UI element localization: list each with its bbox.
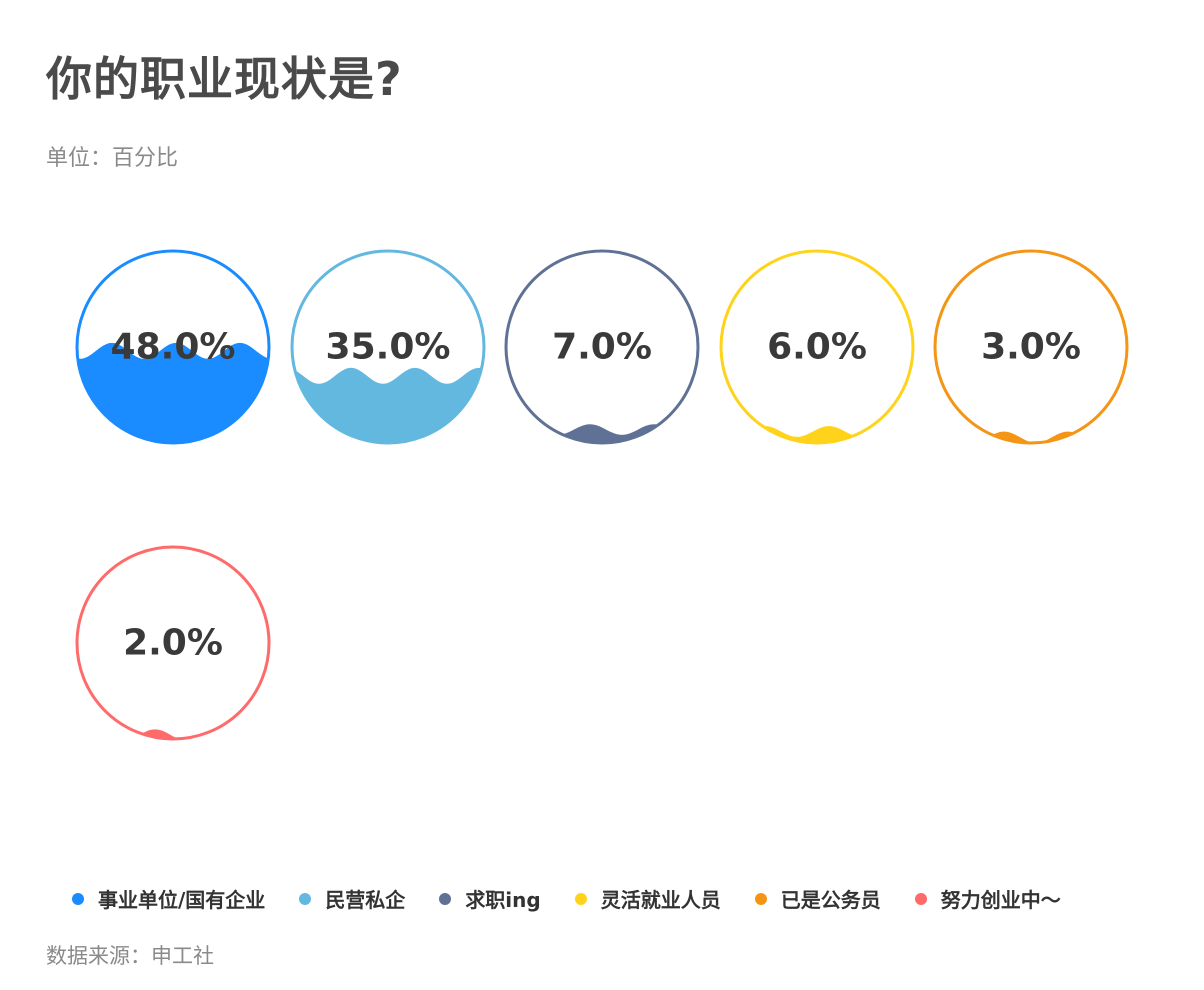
legend-dot-icon <box>914 892 927 905</box>
legend-item[interactable]: 事业单位/国有企业 <box>72 884 265 913</box>
gauge-ring <box>719 249 915 445</box>
chart-title: 你的职业现状是? <box>46 52 403 106</box>
value-label: 3.0% <box>981 327 1081 368</box>
gauge-ring <box>290 249 486 445</box>
legend-label: 努力创业中～ <box>940 888 1061 912</box>
legend-item[interactable]: 已是公务员 <box>754 884 881 913</box>
liquid-gauge: 3.0% <box>933 249 1129 445</box>
legend-label: 已是公务员 <box>780 888 881 912</box>
legend-item[interactable]: 求职ing <box>439 884 541 913</box>
value-label: 2.0% <box>123 623 223 664</box>
chart-legend: 事业单位/国有企业 民营私企 求职ing 灵活就业人员 已是公务员 努力创业中～ <box>72 884 1095 913</box>
value-label: 35.0% <box>326 327 451 368</box>
gauge-ring <box>75 545 271 741</box>
legend-label: 灵活就业人员 <box>600 888 721 912</box>
liquid-gauge: 6.0% <box>719 249 915 445</box>
value-label: 7.0% <box>552 327 652 368</box>
legend-dot-icon <box>72 892 84 905</box>
legend-dot-icon <box>754 892 767 905</box>
liquid-fill <box>293 367 483 442</box>
data-source: 数据来源：申工社 <box>46 944 214 968</box>
value-label: 48.0% <box>111 327 236 368</box>
legend-dot-icon <box>439 892 452 905</box>
legend-item[interactable]: 灵活就业人员 <box>574 884 721 913</box>
legend-label: 民营私企 <box>325 888 406 912</box>
liquid-fill <box>507 424 697 442</box>
legend-item[interactable]: 努力创业中～ <box>914 884 1061 913</box>
gauge-ring <box>504 249 700 445</box>
legend-dot-icon <box>299 892 312 905</box>
chart-subtitle: 单位：百分比 <box>46 146 179 171</box>
gauge-ring <box>933 249 1129 445</box>
legend-label: 求职ing <box>465 888 541 912</box>
liquid-fill <box>722 426 912 442</box>
liquid-gauge: 7.0% <box>504 249 700 445</box>
legend-item[interactable]: 民营私企 <box>299 884 405 913</box>
liquid-gauge: 48.0% <box>75 249 271 445</box>
legend-label: 事业单位/国有企业 <box>98 888 266 912</box>
gauge-ring <box>75 249 271 445</box>
liquid-gauge: 35.0% <box>290 249 486 445</box>
liquid-gauge: 2.0% <box>75 545 271 741</box>
value-label: 6.0% <box>767 327 867 368</box>
legend-dot-icon <box>574 892 587 905</box>
